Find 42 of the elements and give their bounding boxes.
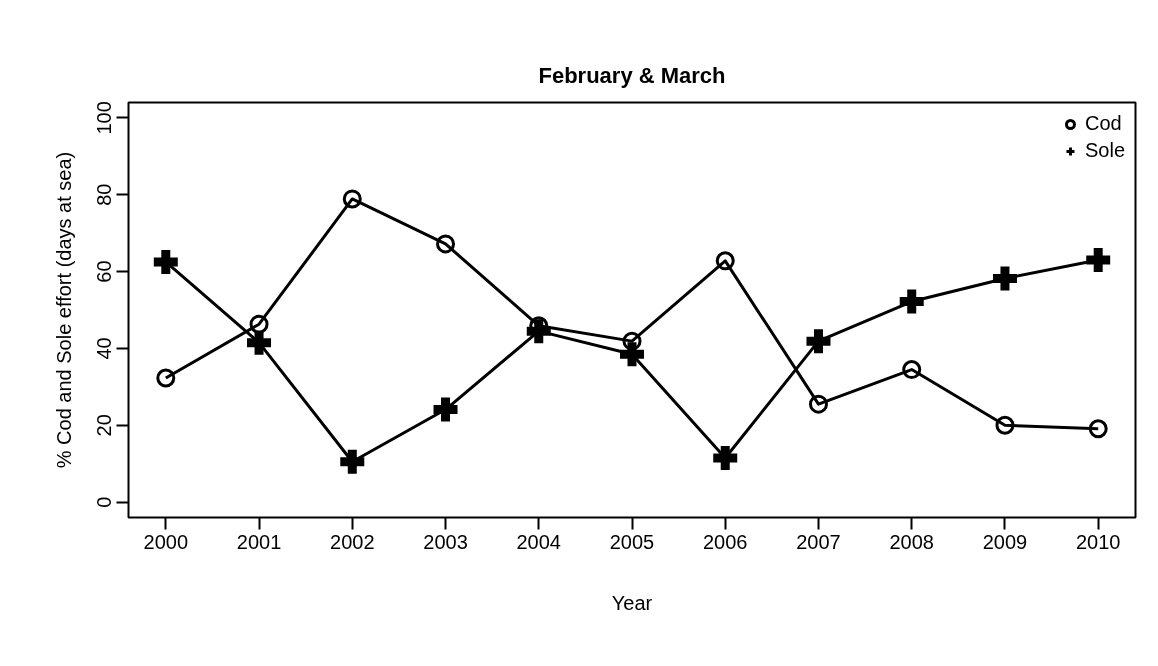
point [340, 449, 365, 474]
point [992, 266, 1017, 291]
y-tick-label: 100 [93, 101, 116, 135]
point [713, 445, 738, 470]
point [156, 368, 176, 388]
x-tick-label: 2002 [330, 530, 375, 553]
point [153, 249, 178, 274]
x-tick-label: 2007 [796, 530, 841, 553]
x-tick-label: 2005 [609, 530, 655, 553]
legend-label: Sole [1084, 139, 1125, 162]
point [433, 397, 458, 422]
point [995, 415, 1015, 435]
y-tick-label: 80 [93, 183, 116, 206]
x-tick-label: 2000 [143, 530, 189, 553]
y-tick-label: 40 [93, 337, 116, 360]
point [620, 342, 644, 367]
x-tick-label: 2004 [516, 530, 562, 553]
x-tick-label: 2001 [236, 530, 282, 553]
y-tick-label: 60 [93, 260, 116, 283]
point [1088, 419, 1108, 439]
x-tick-label: 2009 [982, 530, 1028, 553]
point [622, 331, 642, 351]
point [808, 394, 828, 414]
x-axis-title: Year [611, 591, 653, 614]
x-tick-label: 2010 [1075, 530, 1121, 553]
legend-label: Cod [1084, 112, 1122, 135]
point [715, 251, 735, 271]
x-tick-label: 2008 [889, 530, 934, 553]
point [902, 360, 922, 380]
y-tick-label: 0 [93, 496, 116, 508]
x-tick-label: 2006 [702, 530, 748, 553]
point [806, 329, 831, 354]
point [342, 189, 362, 209]
point [249, 314, 269, 334]
y-axis-title: % Cod and Sole effort (days at sea) [52, 151, 75, 469]
y-tick-label: 20 [93, 414, 116, 437]
point [436, 234, 456, 254]
point [899, 289, 924, 314]
point [1086, 248, 1111, 273]
x-tick-label: 2003 [423, 530, 468, 553]
chart-title: February & March [538, 62, 726, 88]
point [247, 330, 272, 355]
